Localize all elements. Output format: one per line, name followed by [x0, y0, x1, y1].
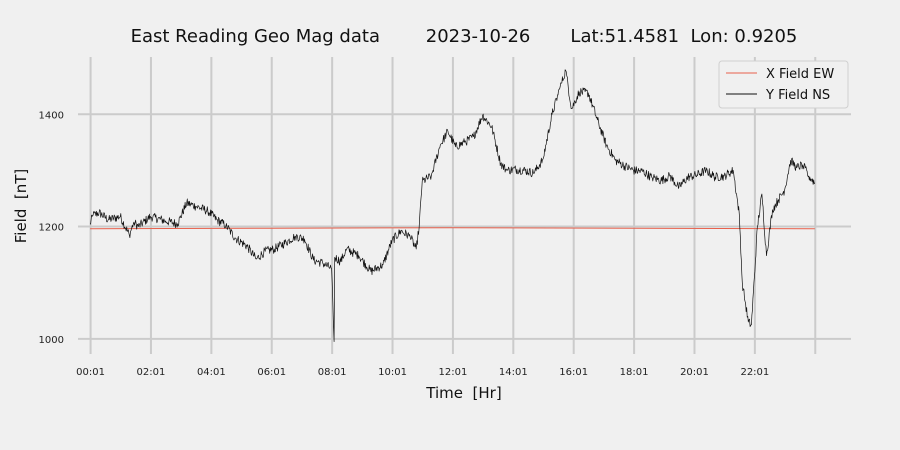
x-tick-label: 12:01 [439, 367, 468, 378]
x-tick-labels: 00:01 02:01 04:01 06:01 08:01 10:01 12:01 14:01… [76, 367, 769, 378]
y-tick-label: 1400 [39, 110, 64, 121]
series-layer [89, 69, 816, 342]
x-tick-label: 00:01 [76, 367, 105, 378]
y-axis-label: Field [nT] [12, 169, 30, 244]
y-tick-labels: 1000 1200 1400 [39, 110, 64, 346]
y-tick-label: 1200 [39, 223, 64, 234]
legend-label-x-field: X Field EW [766, 67, 834, 82]
x-tick-label: 14:01 [499, 367, 528, 378]
x-axis-label: Time [Hr] [425, 384, 501, 402]
series-line-y-field-ns [89, 69, 816, 342]
x-tick-label: 18:01 [620, 367, 649, 378]
x-tick-label: 06:01 [257, 367, 286, 378]
series-line-x-field-ew [90, 227, 815, 230]
x-tick-label: 16:01 [559, 367, 588, 378]
chart-title: East Reading Geo Mag data 2023-10-26 Lat… [131, 26, 798, 47]
legend-label-y-field: Y Field NS [765, 88, 830, 103]
x-tick-label: 10:01 [378, 367, 407, 378]
x-tick-label: 04:01 [197, 367, 226, 378]
x-tick-label: 22:01 [740, 367, 769, 378]
x-tick-label: 02:01 [137, 367, 166, 378]
legend: X Field EW Y Field NS [718, 60, 849, 109]
x-tick-label: 08:01 [318, 367, 347, 378]
y-tick-label: 1000 [39, 335, 64, 346]
x-tick-label: 20:01 [680, 367, 709, 378]
